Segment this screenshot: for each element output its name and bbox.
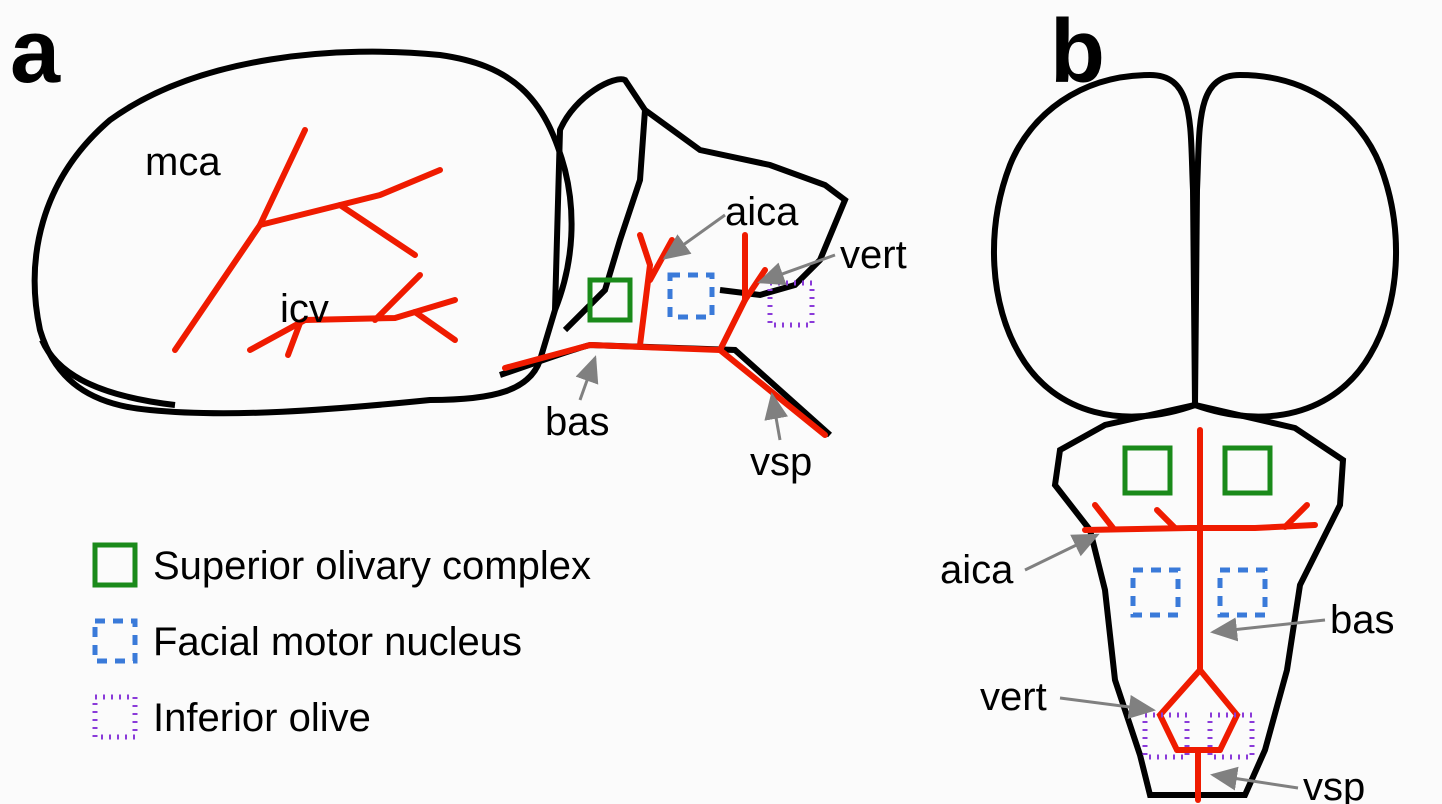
legend-fmn-label: Facial motor nucleus: [153, 620, 522, 664]
vert-label-a: vert: [840, 233, 907, 277]
figure-bg: [0, 0, 1442, 804]
vsp-label-a: vsp: [750, 440, 812, 484]
figure: a b: [0, 0, 1442, 804]
legend-io-label: Inferior olive: [153, 696, 371, 740]
aica-label-b: aica: [940, 548, 1014, 592]
vert-label-b: vert: [980, 675, 1047, 719]
bas-label-a: bas: [545, 400, 610, 444]
aica-left-b: [1085, 528, 1200, 530]
aica-right-b: [1200, 525, 1315, 528]
bas-label-b: bas: [1330, 598, 1395, 642]
panel-letter-a: a: [10, 2, 61, 102]
aica-label-a: aica: [725, 190, 799, 234]
mca-label-a: mca: [145, 140, 221, 184]
vsp-label-b: vsp: [1303, 765, 1365, 804]
panel-letter-b: b: [1050, 2, 1105, 102]
icv-label-a: icv: [280, 287, 329, 331]
legend-soc-label: Superior olivary complex: [153, 544, 591, 588]
